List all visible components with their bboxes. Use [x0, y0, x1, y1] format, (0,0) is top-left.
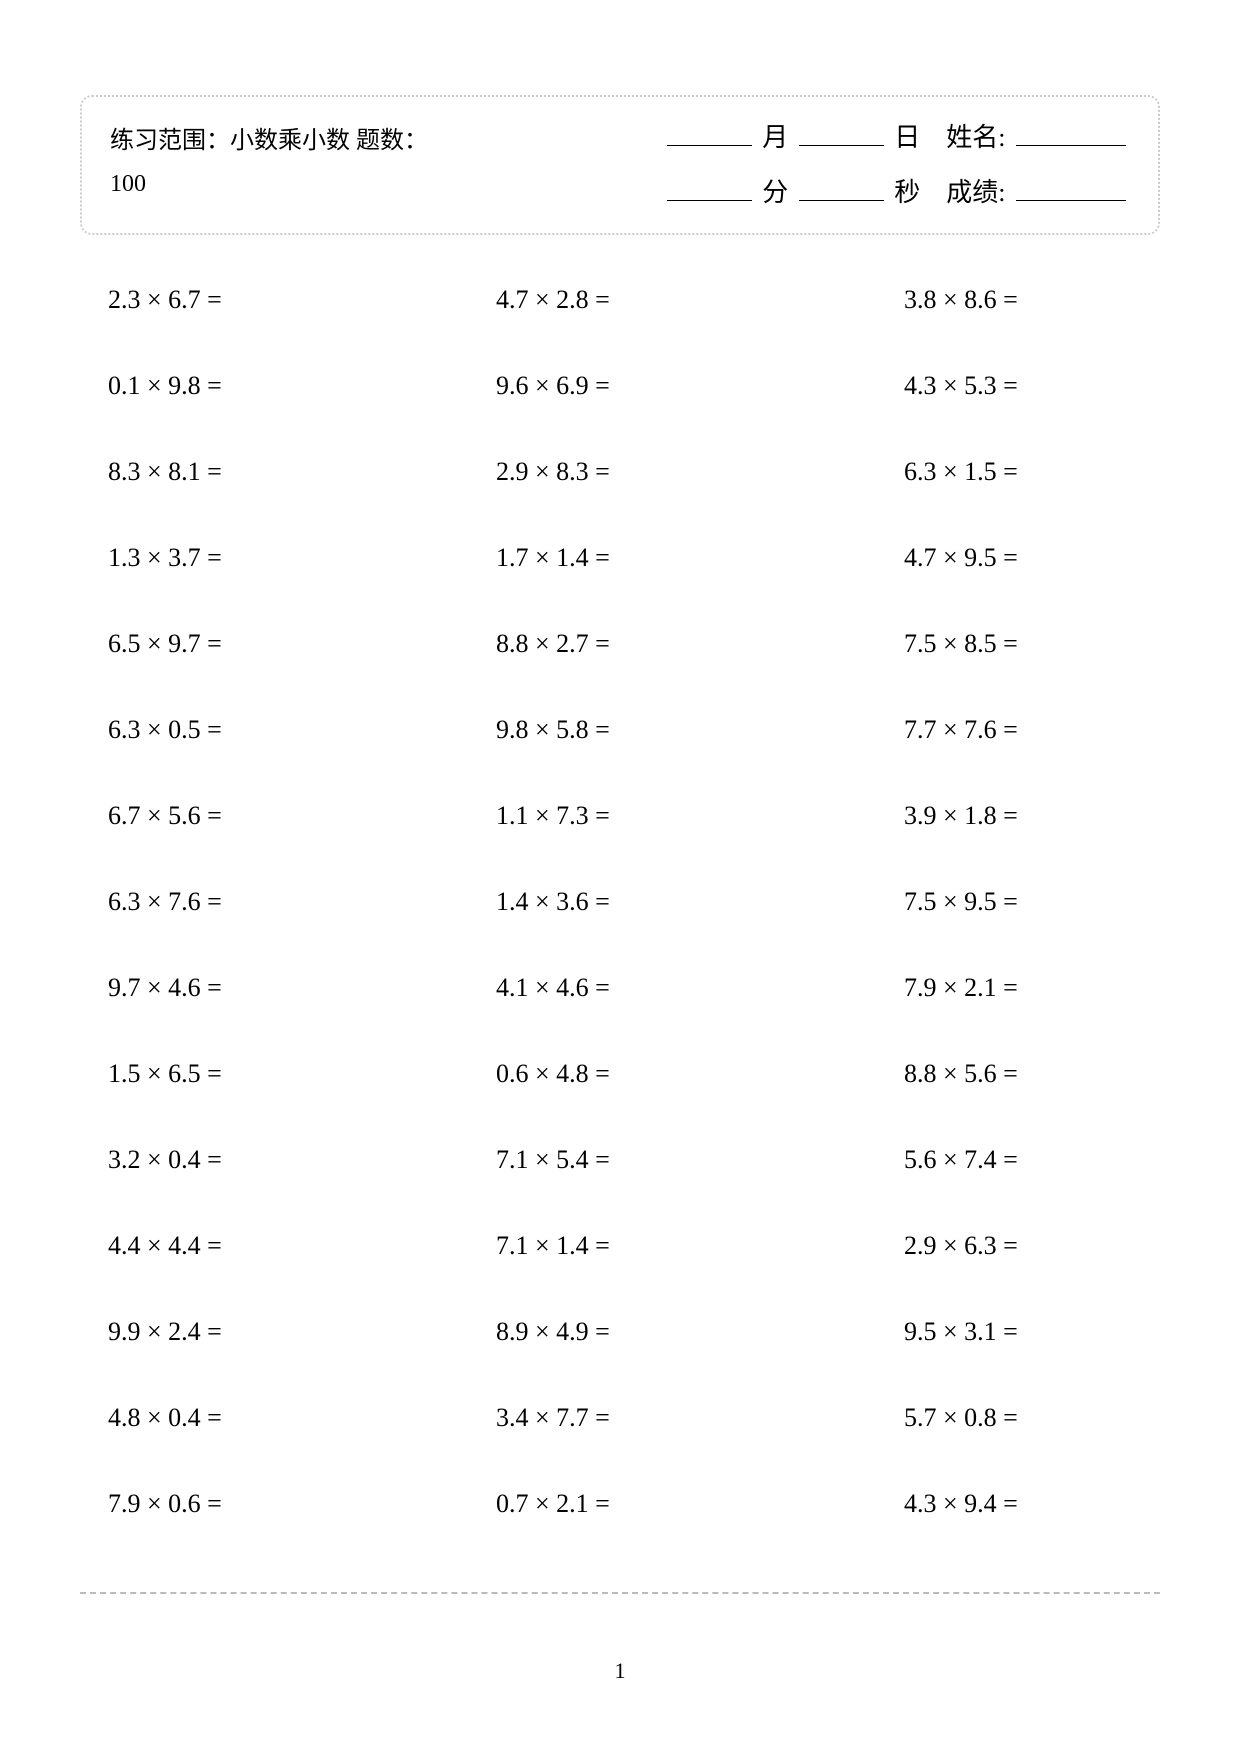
problem-item: 4.3 × 9.4 = [804, 1489, 1132, 1519]
score-blank[interactable] [1016, 172, 1126, 201]
header-right: 月 日 姓名: 分 秒 成绩: [663, 117, 1130, 209]
problem-item: 1.1 × 7.3 = [456, 801, 784, 831]
problem-item: 6.7 × 5.6 = [108, 801, 436, 831]
problem-count: 100 [110, 171, 146, 197]
name-label: 姓名: [946, 123, 1005, 152]
problem-item: 0.6 × 4.8 = [456, 1059, 784, 1089]
scope-label: 练习范围：小数乘小数 题数： [110, 128, 428, 154]
problem-item: 4.4 × 4.4 = [108, 1231, 436, 1261]
problem-item: 6.5 × 9.7 = [108, 629, 436, 659]
problem-item: 2.9 × 8.3 = [456, 457, 784, 487]
problem-item: 8.3 × 8.1 = [108, 457, 436, 487]
problem-item: 1.5 × 6.5 = [108, 1059, 436, 1089]
problem-item: 6.3 × 0.5 = [108, 715, 436, 745]
problems-grid: 2.3 × 6.7 = 4.7 × 2.8 = 3.8 × 8.6 = 0.1 × 9… [80, 257, 1160, 1519]
score-label: 成绩: [946, 178, 1005, 207]
problem-item: 3.8 × 8.6 = [804, 285, 1132, 315]
minute-label: 分 [762, 178, 788, 207]
problem-item: 1.7 × 1.4 = [456, 543, 784, 573]
problem-item: 9.7 × 4.6 = [108, 973, 436, 1003]
problem-item: 4.1 × 4.6 = [456, 973, 784, 1003]
problem-item: 2.3 × 6.7 = [108, 285, 436, 315]
problem-item: 0.7 × 2.1 = [456, 1489, 784, 1519]
worksheet-header: 练习范围：小数乘小数 题数： 100 月 日 姓名: 分 秒 成绩: [80, 95, 1160, 235]
problem-item: 7.5 × 9.5 = [804, 887, 1132, 917]
problem-item: 3.4 × 7.7 = [456, 1403, 784, 1433]
problem-item: 7.9 × 2.1 = [804, 973, 1132, 1003]
second-label: 秒 [894, 178, 920, 207]
minute-blank[interactable] [667, 172, 752, 201]
problem-item: 7.5 × 8.5 = [804, 629, 1132, 659]
bottom-divider [80, 1592, 1160, 1594]
problem-item: 1.3 × 3.7 = [108, 543, 436, 573]
problem-item: 4.7 × 2.8 = [456, 285, 784, 315]
problem-item: 3.2 × 0.4 = [108, 1145, 436, 1175]
header-left: 练习范围：小数乘小数 题数： 100 [110, 120, 428, 206]
problem-item: 4.7 × 9.5 = [804, 543, 1132, 573]
date-name-line: 月 日 姓名: [663, 117, 1130, 154]
day-blank[interactable] [799, 117, 884, 146]
problem-item: 4.8 × 0.4 = [108, 1403, 436, 1433]
problem-item: 6.3 × 7.6 = [108, 887, 436, 917]
month-label: 月 [762, 123, 788, 152]
problem-item: 7.1 × 5.4 = [456, 1145, 784, 1175]
second-blank[interactable] [799, 172, 884, 201]
problem-item: 4.3 × 5.3 = [804, 371, 1132, 401]
problem-item: 7.7 × 7.6 = [804, 715, 1132, 745]
worksheet-page: 练习范围：小数乘小数 题数： 100 月 日 姓名: 分 秒 成绩: [0, 0, 1240, 1519]
problem-item: 8.8 × 2.7 = [456, 629, 784, 659]
day-label: 日 [894, 123, 920, 152]
problem-item: 5.6 × 7.4 = [804, 1145, 1132, 1175]
problem-item: 6.3 × 1.5 = [804, 457, 1132, 487]
page-number: 1 [0, 1658, 1240, 1684]
month-blank[interactable] [667, 117, 752, 146]
problem-item: 9.5 × 3.1 = [804, 1317, 1132, 1347]
problem-item: 7.9 × 0.6 = [108, 1489, 436, 1519]
problem-item: 9.8 × 5.8 = [456, 715, 784, 745]
name-blank[interactable] [1016, 117, 1126, 146]
problem-item: 8.9 × 4.9 = [456, 1317, 784, 1347]
problem-item: 8.8 × 5.6 = [804, 1059, 1132, 1089]
problem-item: 9.6 × 6.9 = [456, 371, 784, 401]
problem-item: 5.7 × 0.8 = [804, 1403, 1132, 1433]
problem-item: 9.9 × 2.4 = [108, 1317, 436, 1347]
problem-item: 0.1 × 9.8 = [108, 371, 436, 401]
problem-item: 3.9 × 1.8 = [804, 801, 1132, 831]
problem-item: 7.1 × 1.4 = [456, 1231, 784, 1261]
problem-item: 1.4 × 3.6 = [456, 887, 784, 917]
time-score-line: 分 秒 成绩: [663, 172, 1130, 209]
problem-item: 2.9 × 6.3 = [804, 1231, 1132, 1261]
